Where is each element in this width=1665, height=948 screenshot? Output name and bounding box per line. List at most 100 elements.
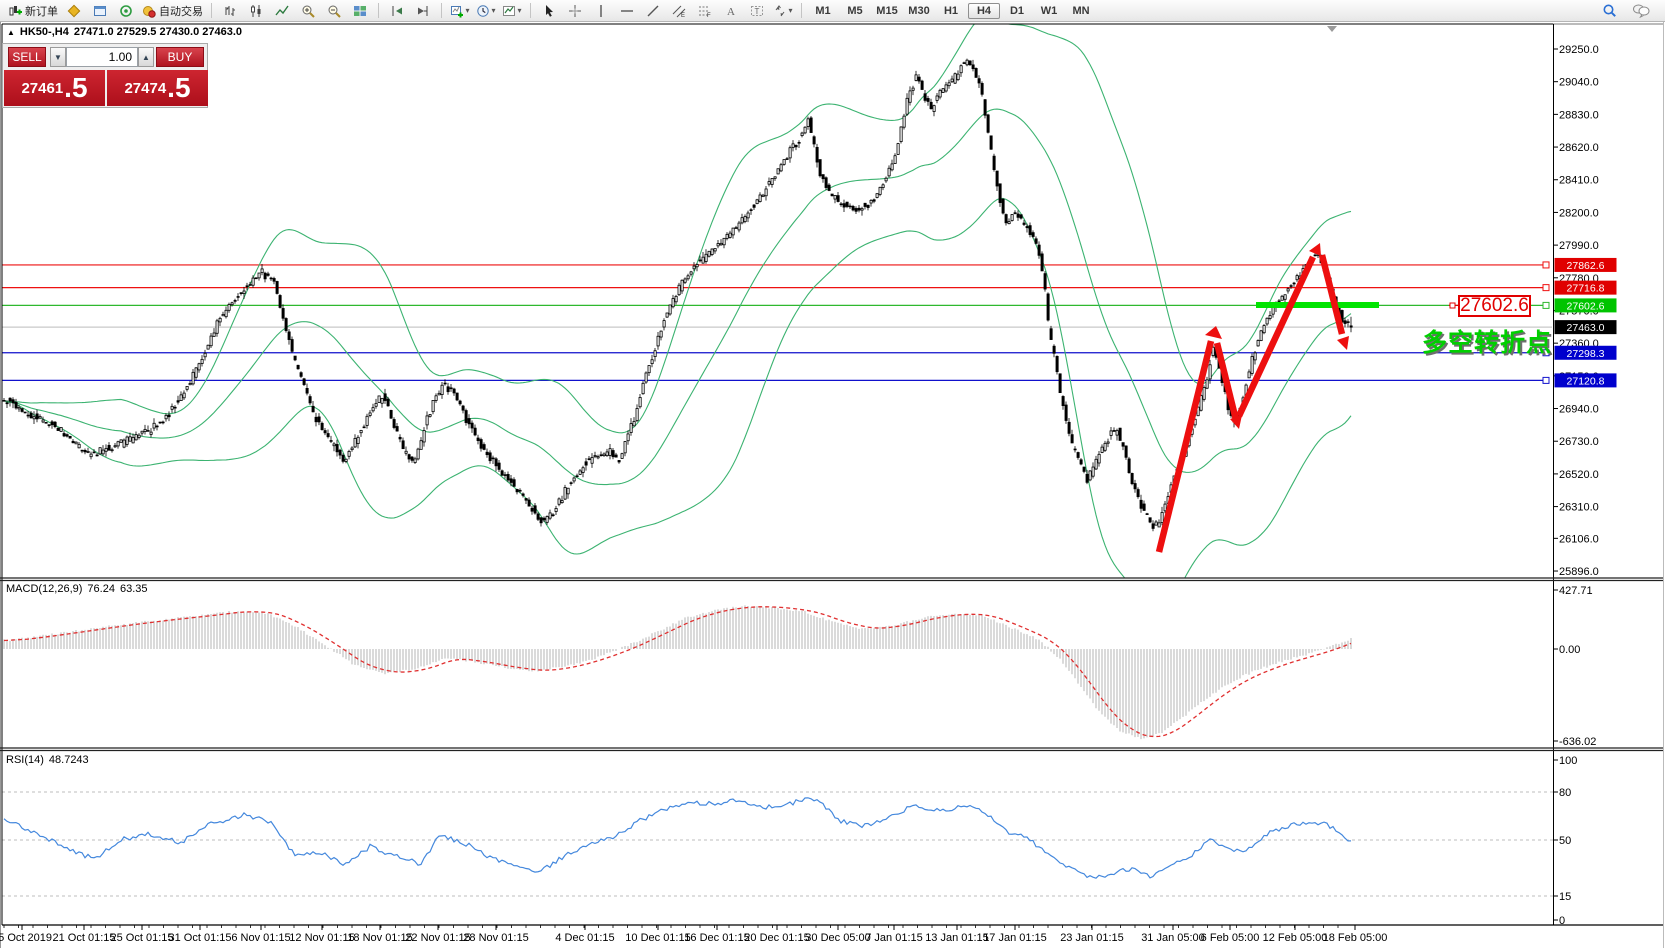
sell-button[interactable]: SELL <box>8 47 46 67</box>
horizontal-line-icon <box>620 4 634 18</box>
symbol-name: HK50-,H4 <box>19 26 69 38</box>
gold-icon <box>67 4 81 18</box>
market-watch-button[interactable] <box>62 2 86 20</box>
autotrading-label: 自动交易 <box>159 5 203 18</box>
cursor-button[interactable] <box>537 2 561 20</box>
svg-text:26520.0: 26520.0 <box>1559 469 1599 481</box>
tab-timeframe-h4[interactable]: H4 <box>968 2 1000 19</box>
sell-price-button[interactable]: 27461.5 <box>4 70 105 106</box>
sell-price-frac: .5 <box>64 72 88 103</box>
buy-price-button[interactable]: 27474.5 <box>107 70 208 106</box>
tab-timeframe-m5[interactable]: M5 <box>847 4 863 17</box>
volume-decrement-button[interactable]: ▼ <box>50 47 66 67</box>
svg-text:6 Feb 05:00: 6 Feb 05:00 <box>1201 932 1260 944</box>
spinner-down-icon: ▼ <box>54 52 62 62</box>
buy-price-frac: .5 <box>167 72 191 103</box>
periods-dropdown[interactable]: ▾ <box>474 2 498 20</box>
timeframe-group: M1 M5 M15 M30 H1 H4 D1 W1 MN <box>808 2 1096 19</box>
buy-button-label: BUY <box>167 50 193 64</box>
svg-text:29040.0: 29040.0 <box>1559 77 1599 89</box>
svg-text:15 Oct 2019: 15 Oct 2019 <box>0 932 52 944</box>
chart-shift-icon <box>416 4 430 18</box>
expand-arrow-icon: ▲ <box>7 27 15 37</box>
zoom-out-button[interactable] <box>322 2 346 20</box>
new-order-button[interactable]: 新订单 <box>6 2 60 20</box>
templates-dropdown[interactable]: ▾ <box>500 2 524 20</box>
tab-timeframe-m1[interactable]: M1 <box>815 4 831 17</box>
text-label-icon: T <box>750 4 764 18</box>
data-window-button[interactable] <box>88 2 112 20</box>
turning-point-text-annotation[interactable]: 多空转折点 <box>1422 329 1553 357</box>
clock-icon <box>476 4 490 18</box>
svg-text:21 Oct 01:15: 21 Oct 01:15 <box>53 932 116 944</box>
rsi-pane-label: RSI(14) 48.7243 <box>6 754 89 766</box>
candlestick-icon <box>249 4 263 18</box>
tab-timeframe-h1[interactable]: H1 <box>943 4 959 17</box>
svg-text:427.71: 427.71 <box>1559 585 1593 597</box>
chevron-down-icon: ▾ <box>465 6 470 15</box>
svg-text:26106.0: 26106.0 <box>1559 533 1599 545</box>
trendline-button[interactable] <box>641 2 665 20</box>
svg-text:16 Dec 01:15: 16 Dec 01:15 <box>684 932 749 944</box>
macd-value: 76.24 <box>87 583 115 595</box>
fibonacci-button[interactable]: F <box>693 2 717 20</box>
line-chart-button[interactable] <box>270 2 294 20</box>
crosshair-icon <box>568 4 582 18</box>
zoom-in-button[interactable] <box>296 2 320 20</box>
navigator-button[interactable] <box>114 2 138 20</box>
svg-text:A: A <box>727 6 735 18</box>
channel-button[interactable]: E <box>667 2 691 20</box>
sell-button-label: SELL <box>12 50 42 64</box>
buy-button[interactable]: BUY <box>156 47 204 67</box>
volume-input[interactable] <box>66 47 138 67</box>
tile-windows-icon <box>353 4 367 18</box>
svg-text:17 Jan 01:15: 17 Jan 01:15 <box>983 932 1047 944</box>
chat-button[interactable] <box>1629 2 1653 20</box>
volume-increment-button[interactable]: ▲ <box>138 47 154 67</box>
crosshair-button[interactable] <box>563 2 587 20</box>
svg-text:26730.0: 26730.0 <box>1559 436 1599 448</box>
cursor-icon <box>542 4 556 18</box>
macd-signal-value: 63.35 <box>119 583 148 595</box>
spinner-up-icon: ▲ <box>142 52 150 62</box>
svg-text:T: T <box>755 7 760 16</box>
svg-text:31 Oct 01:15: 31 Oct 01:15 <box>169 932 232 944</box>
auto-scroll-icon <box>390 4 404 18</box>
vertical-line-button[interactable] <box>589 2 613 20</box>
svg-text:12 Nov 01:15: 12 Nov 01:15 <box>289 932 354 944</box>
svg-text:4 Dec 01:15: 4 Dec 01:15 <box>555 932 614 944</box>
buy-price-main: 27474 <box>124 79 167 97</box>
svg-text:50: 50 <box>1559 835 1571 847</box>
auto-scroll-button[interactable] <box>385 2 409 20</box>
bar-chart-button[interactable] <box>218 2 242 20</box>
text-button[interactable]: A <box>719 2 743 20</box>
templates-icon <box>502 4 516 18</box>
new-chart-dropdown[interactable]: ▾ <box>448 2 472 20</box>
price-level-annotation-box[interactable]: 27602.6 <box>1458 295 1531 317</box>
chart-shift-button[interactable] <box>411 2 435 20</box>
search-button[interactable] <box>1597 2 1621 20</box>
tab-timeframe-d1[interactable]: D1 <box>1009 4 1025 17</box>
zoom-out-icon <box>327 4 341 18</box>
svg-text:26310.0: 26310.0 <box>1559 502 1599 514</box>
candlestick-button[interactable] <box>244 2 268 20</box>
tab-timeframe-m15[interactable]: M15 <box>876 4 898 17</box>
svg-text:12 Feb 05:00: 12 Feb 05:00 <box>1263 932 1328 944</box>
tab-timeframe-m30[interactable]: M30 <box>908 4 930 17</box>
arrows-dropdown[interactable]: ▾ <box>771 2 795 20</box>
autotrading-button[interactable]: 自动交易 <box>140 2 205 20</box>
svg-text:18 Nov 01:15: 18 Nov 01:15 <box>347 932 412 944</box>
chart-canvas[interactable]: 29250.0 29040.0 28830.0 28620.0 28410.0 28200… <box>0 22 1665 948</box>
svg-text:25 Oct 01:15: 25 Oct 01:15 <box>111 932 174 944</box>
svg-text:27716.8: 27716.8 <box>1567 283 1605 295</box>
tile-windows-button[interactable] <box>348 2 372 20</box>
text-label-button[interactable]: T <box>745 2 769 20</box>
one-click-trading-panel: SELL ▼ ▲ BUY 27461.5 27474.5 <box>2 43 208 108</box>
svg-text:27298.3: 27298.3 <box>1567 348 1605 360</box>
svg-text:27463.0: 27463.0 <box>1567 322 1605 334</box>
svg-text:0.00: 0.00 <box>1559 644 1580 656</box>
tab-timeframe-w1[interactable]: W1 <box>1040 4 1058 17</box>
tab-timeframe-mn[interactable]: MN <box>1072 4 1090 17</box>
svg-text:-636.02: -636.02 <box>1559 736 1596 748</box>
horizontal-line-button[interactable] <box>615 2 639 20</box>
